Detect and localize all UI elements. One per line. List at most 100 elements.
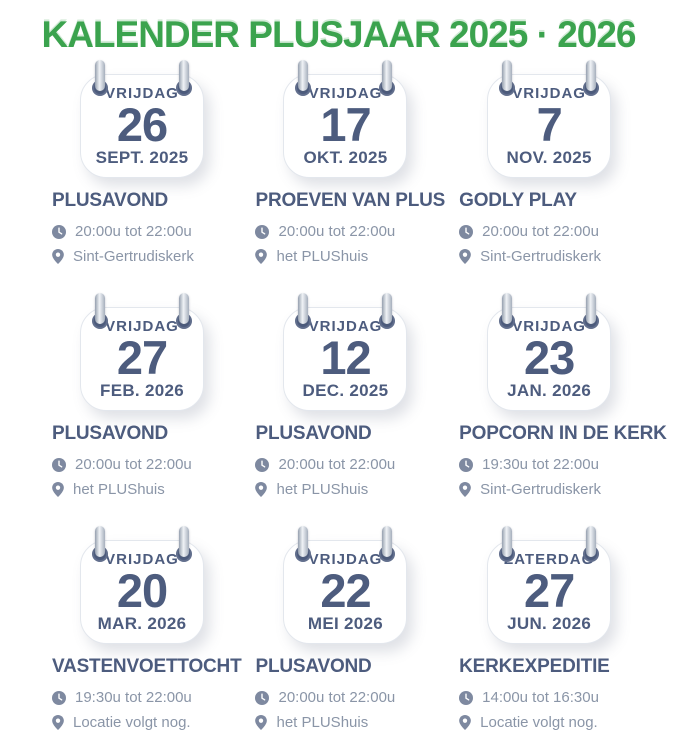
calendar-card: VRIJDAG 7 NOV. 2025 <box>487 60 612 178</box>
date-number: 27 <box>524 564 575 618</box>
day-label: VRIJDAG <box>105 85 179 103</box>
month-year-label: OKT. 2025 <box>303 148 388 168</box>
hanger-pin-icon <box>379 60 396 98</box>
event-location-row: Sint-Gertrudiskerk <box>459 248 667 265</box>
event-title: PLUSAVOND <box>255 656 372 677</box>
map-pin-icon <box>255 482 268 497</box>
event-cell: VRIJDAG 22 MEI 2026 PLUSAVOND 20:00u tot… <box>255 526 445 735</box>
event-time: 20:00u tot 22:00u <box>482 223 599 240</box>
calendar-card: ZATERDAG 27 JUN. 2026 <box>487 526 612 644</box>
event-title: PLUSAVOND <box>52 190 169 211</box>
event-time: 20:00u tot 22:00u <box>75 223 192 240</box>
event-location-row: het PLUShuis <box>255 714 445 731</box>
calendar-card: VRIJDAG 26 SEPT. 2025 <box>80 60 204 178</box>
event-time-row: 20:00u tot 22:00u <box>52 223 241 240</box>
hanger-pin-icon <box>92 60 108 98</box>
event-location: Sint-Gertrudiskerk <box>480 248 602 265</box>
clock-icon <box>459 457 474 472</box>
event-location: Locatie volgt nog. <box>73 714 191 731</box>
event-title: PLUSAVOND <box>52 423 169 444</box>
hanger-pin-icon <box>295 293 312 331</box>
day-label: VRIJDAG <box>105 318 179 336</box>
event-cell: VRIJDAG 20 MAR. 2026 VASTENVOETTOCHT 19:… <box>52 526 242 735</box>
event-cell: VRIJDAG 26 SEPT. 2025 PLUSAVOND 20:00u t… <box>52 60 241 269</box>
event-time: 19:30u tot 22:00u <box>75 689 192 706</box>
hanger-pin-icon <box>295 60 312 98</box>
hanger-pin-icon <box>295 526 312 564</box>
month-year-label: JAN. 2026 <box>507 381 592 401</box>
hanger-pin-icon <box>176 60 192 98</box>
event-cell: VRIJDAG 12 DEC. 2025 PLUSAVOND 20:00u to… <box>255 293 445 502</box>
hanger-pin-icon <box>92 293 108 331</box>
month-year-label: NOV. 2025 <box>506 148 592 168</box>
event-title: PROEVEN VAN PLUS <box>255 190 446 211</box>
map-pin-icon <box>52 249 64 264</box>
event-location: Sint-Gertrudiskerk <box>480 481 602 498</box>
hanger-pin-icon <box>499 60 516 98</box>
event-location: Sint-Gertrudiskerk <box>73 248 194 265</box>
event-location: het PLUShuis <box>276 481 369 498</box>
day-label: VRIJDAG <box>105 551 179 569</box>
event-time: 14:00u tot 16:30u <box>482 689 599 706</box>
clock-icon <box>459 224 474 239</box>
event-time-row: 19:30u tot 22:00u <box>459 456 667 473</box>
event-cell: VRIJDAG 27 FEB. 2026 PLUSAVOND 20:00u to… <box>52 293 241 502</box>
day-label: VRIJDAG <box>308 318 383 336</box>
calendar-card-face: ZATERDAG 27 JUN. 2026 <box>487 540 612 644</box>
day-label: VRIJDAG <box>308 85 383 103</box>
hanger-pin-icon <box>499 293 516 331</box>
clock-icon <box>255 690 270 705</box>
map-pin-icon <box>255 715 268 730</box>
hanger-pin-icon <box>92 526 108 564</box>
event-location-row: het PLUShuis <box>255 248 445 265</box>
hanger-pin-icon <box>379 293 396 331</box>
date-number: 23 <box>524 331 575 385</box>
clock-icon <box>255 224 270 239</box>
month-year-label: MEI 2026 <box>307 614 384 634</box>
date-number: 20 <box>116 564 168 618</box>
event-location: Locatie volgt nog. <box>480 714 598 731</box>
event-location-row: Locatie volgt nog. <box>52 714 241 731</box>
calendar-card: VRIJDAG 17 OKT. 2025 <box>283 60 408 178</box>
event-time-row: 19:30u tot 22:00u <box>52 689 241 706</box>
event-title: POPCORN IN DE KERK <box>459 423 667 444</box>
event-location: het PLUShuis <box>73 481 165 498</box>
event-time-row: 20:00u tot 22:00u <box>255 456 445 473</box>
map-pin-icon <box>255 249 268 264</box>
hanger-pin-icon <box>176 526 192 564</box>
event-location-row: Sint-Gertrudiskerk <box>459 481 667 498</box>
date-number: 22 <box>320 564 371 618</box>
month-year-label: DEC. 2025 <box>302 381 389 401</box>
hanger-pin-icon <box>379 526 396 564</box>
clock-icon <box>52 224 66 239</box>
day-label: VRIJDAG <box>308 551 383 569</box>
event-time: 20:00u tot 22:00u <box>278 223 396 240</box>
map-pin-icon <box>459 715 471 730</box>
event-location-row: het PLUShuis <box>255 481 445 498</box>
event-title: VASTENVOETTOCHT <box>52 656 242 677</box>
event-location-row: Sint-Gertrudiskerk <box>52 248 241 265</box>
hanger-pin-icon <box>583 293 600 331</box>
day-label: VRIJDAG <box>512 318 586 336</box>
clock-icon <box>255 457 270 472</box>
month-year-label: SEPT. 2025 <box>95 148 189 168</box>
event-cell: VRIJDAG 23 JAN. 2026 POPCORN IN DE KERK … <box>459 293 667 502</box>
event-time-row: 14:00u tot 16:30u <box>459 689 667 706</box>
event-time-row: 20:00u tot 22:00u <box>255 689 445 706</box>
event-title: PLUSAVOND <box>255 423 372 444</box>
date-number: 7 <box>536 98 563 152</box>
hanger-pin-icon <box>583 60 600 98</box>
month-year-label: JUN. 2026 <box>507 614 592 634</box>
hanger-pin-icon <box>499 526 516 564</box>
event-location-row: het PLUShuis <box>52 481 241 498</box>
event-cell: VRIJDAG 17 OKT. 2025 PROEVEN VAN PLUS 20… <box>255 60 445 269</box>
calendar-card: VRIJDAG 27 FEB. 2026 <box>80 293 204 411</box>
event-time-row: 20:00u tot 22:00u <box>255 223 445 240</box>
date-number: 12 <box>320 331 371 385</box>
event-location-row: Locatie volgt nog. <box>459 714 667 731</box>
event-location: het PLUShuis <box>276 714 369 731</box>
map-pin-icon <box>52 482 64 497</box>
date-number: 17 <box>320 98 371 152</box>
day-label: ZATERDAG <box>504 551 595 569</box>
event-time: 20:00u tot 22:00u <box>75 456 192 473</box>
